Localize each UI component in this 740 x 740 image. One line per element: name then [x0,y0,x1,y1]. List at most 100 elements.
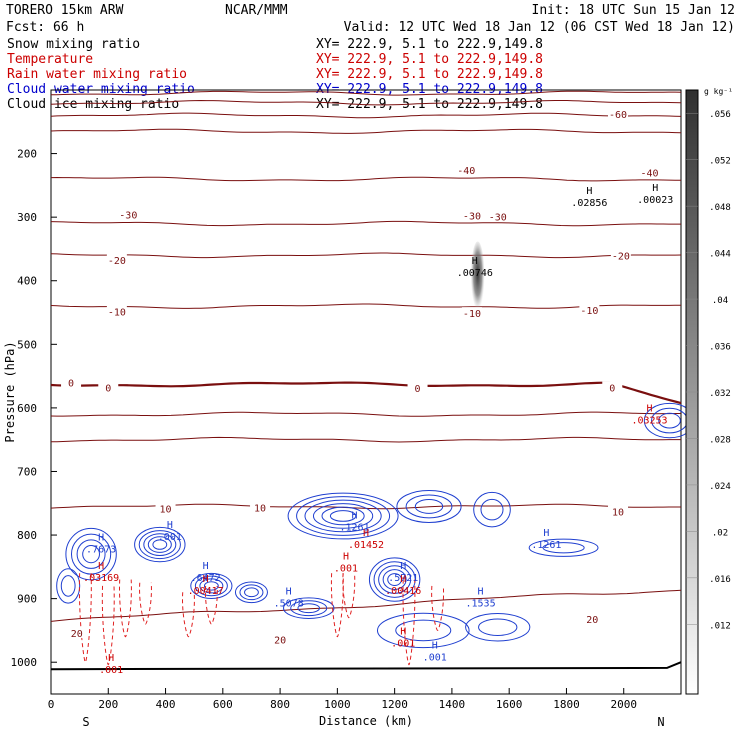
cloud-water-contour [304,499,382,533]
rain-contour [101,585,115,666]
label-bg [106,253,127,265]
x-tick-label: 1400 [439,698,466,711]
cloud-water-contour [387,573,403,586]
temperature-line [50,90,682,96]
temperature-line [50,411,681,417]
temperature-line [50,176,682,182]
label-bg [579,303,600,315]
legend-name: Rain water mixing ratio [7,67,187,82]
cloud-water-contour [658,412,681,429]
field-legend: Snow mixing ratio XY= 222.9, 5.1 to 222.9… [7,37,543,112]
cloud-water-contour [143,533,177,556]
contour-label: 0 [68,378,74,389]
temperature-line [50,303,682,309]
x-tick-label: 1600 [496,698,523,711]
maximum-value: .1261 [531,540,561,551]
temperature-line [50,128,682,134]
x-end-label-north: N [657,715,664,729]
temperature-line [50,112,682,119]
maximum-value: .01452 [348,540,384,551]
label-bg [461,209,482,221]
cloud-water-contour [60,575,76,597]
y-tick-label: 600 [17,402,37,415]
maximum-mark: H [478,587,484,598]
y-tick-label: 500 [17,338,37,351]
label-bg [639,166,660,178]
x-tick-label: 800 [270,698,290,711]
maximum-value: .001 [158,532,182,543]
maximum-mark: H [363,528,369,539]
y-tick-label: 1000 [11,656,38,669]
label-bg [461,307,482,319]
x-tick-label: 2000 [610,698,637,711]
model-label: TORERO 15km ARW [6,3,124,18]
cloud-water-contour [378,565,412,594]
cloud-water-contour [312,503,374,529]
cloud-water-contour [480,498,504,521]
legend-xy: XY= 222.9, 5.1 to 222.9,149.8 [316,52,543,67]
maximum-value: .02856 [571,198,607,209]
cloud-water-contour [290,600,328,617]
cloud-water-contour [134,526,186,563]
colorbar-unit: g kg⁻¹ [704,87,733,96]
maximum-value: .6472 [191,573,221,584]
colorbar-tick-label: .012 [709,621,731,631]
rain-contour [204,585,218,625]
temperature-line [50,589,682,622]
cloud-water-contour [56,568,81,604]
label-bg [106,305,127,317]
maximum-mark: H [98,533,104,544]
maximum-mark: H [543,528,549,539]
maximum-value: .001 [334,564,358,575]
cloud-water-contour [405,494,453,519]
cloud-water-contour [376,612,470,649]
label-bg [582,612,603,624]
fcst-label: Fcst: 66 h [6,20,84,35]
rain-contour [139,582,152,625]
maximum-mark: H [203,561,209,572]
cloud-water-contour [396,489,462,523]
contour-label: 0 [415,384,421,395]
y-tick-label: 400 [17,275,37,288]
cloud-water-contour [528,538,599,557]
cloud-water-contour [478,618,518,636]
contour-label: -10 [463,309,481,320]
rain-contour [431,585,445,631]
temperature-line [50,99,682,106]
maximum-value: .1535 [465,599,495,610]
y-tick-label: 900 [17,593,37,606]
label-bg [270,633,291,645]
cloud-water-contour [76,539,106,569]
maximum-mark: H [352,510,358,521]
temperature-line [50,381,682,405]
x-tick-label: 1000 [324,698,351,711]
label-bg [407,382,428,394]
label-bg [456,164,477,176]
valid-label: Valid: 12 UTC Wed 18 Jan 12 (06 CST Wed … [344,20,735,35]
legend-xy: XY= 222.9, 5.1 to 222.9,149.8 [316,67,543,82]
maximum-value: .5721 [388,573,418,584]
colorbar-tick-label: .032 [709,389,731,399]
cloud-water-contour [82,545,100,564]
contour-label: -20 [612,251,630,262]
cloud-water-contour [465,613,531,642]
x-tick-label: 1200 [381,698,408,711]
maximum-value: .7673 [86,545,116,556]
colorbar-tick-label: .036 [709,343,731,353]
contour-label: -60 [609,110,627,121]
x-end-label-south: S [82,715,89,729]
cloud-water-contour [287,492,399,540]
maximum-mark: H [472,256,478,267]
x-tick-label: 400 [156,698,176,711]
cloud-water-contour [382,569,407,590]
rain-contour [342,573,356,619]
y-tick-label: 700 [17,465,37,478]
temperature-contours [50,90,682,671]
contour-label: 20 [586,615,598,626]
colorbar-tick-label: .02 [712,528,728,538]
cloud-water-contour [203,581,219,591]
rain-contour [402,579,416,666]
x-axis-label: Distance (km) [319,714,413,728]
cloud-water-contour [368,557,421,602]
